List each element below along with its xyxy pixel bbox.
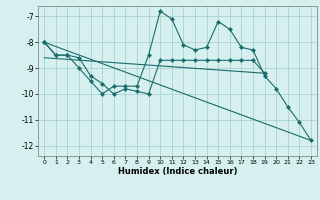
X-axis label: Humidex (Indice chaleur): Humidex (Indice chaleur) — [118, 167, 237, 176]
